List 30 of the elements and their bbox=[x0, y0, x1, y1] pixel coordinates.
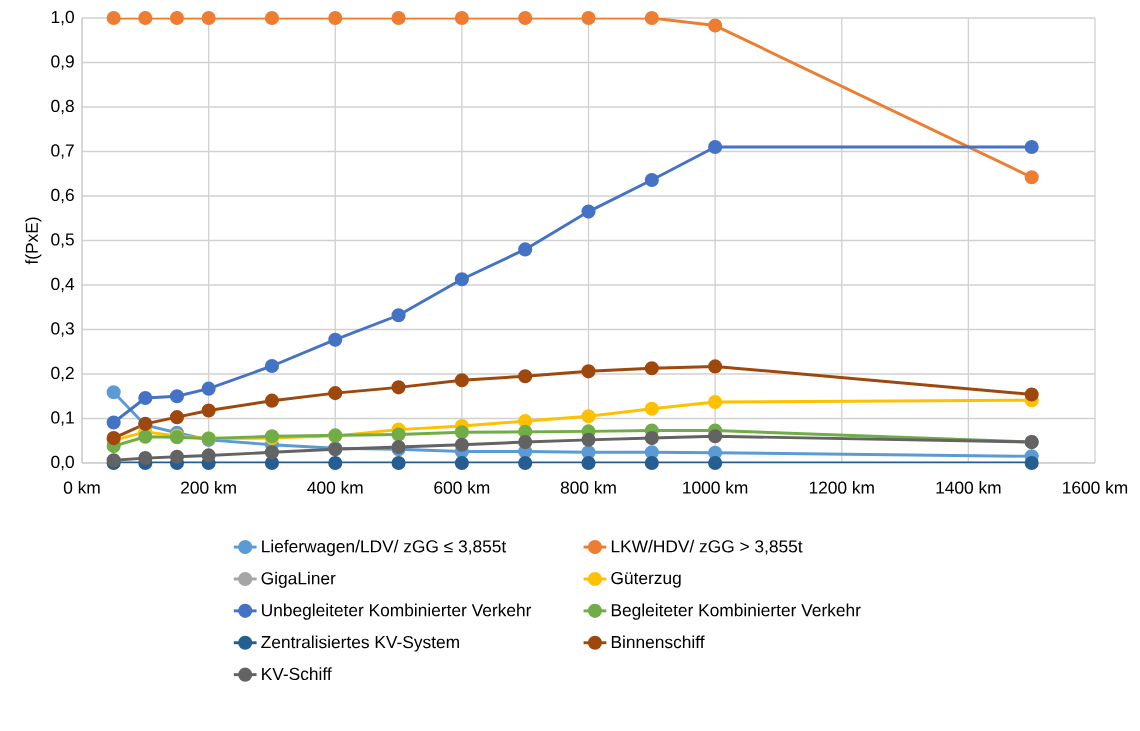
legend-label: Zentralisiertes KV-System bbox=[261, 635, 459, 652]
legend-label: Güterzug bbox=[611, 571, 681, 588]
x-tick-label: 1600 km bbox=[1063, 481, 1128, 494]
x-tick-label: 1200 km bbox=[809, 481, 874, 494]
y-tick-label: 1,0 bbox=[51, 10, 74, 26]
y-tick-label: 0,9 bbox=[51, 55, 74, 70]
x-tick-label: 200 km bbox=[181, 481, 236, 494]
legend-label: LKW/HDV/ zGG > 3,855t bbox=[611, 539, 803, 555]
legend-label: Binnenschiff bbox=[611, 635, 705, 649]
x-tick-label: 1000 km bbox=[683, 481, 748, 494]
y-tick-label: 0,4 bbox=[51, 277, 75, 293]
legend-label: Begleiteter Kombinierter Verkehr bbox=[611, 603, 861, 620]
y-tick-label: 0,1 bbox=[51, 411, 74, 426]
legend-label: GigaLiner bbox=[261, 571, 336, 588]
legend-label: Lieferwagen/LDV/ zGG ≤ 3,855t bbox=[262, 539, 507, 556]
legend-label: Unbegleiteter Kombinierter Verkehr bbox=[262, 603, 532, 620]
y-tick-label: 0,7 bbox=[51, 144, 74, 159]
y-tick-label: 0,0 bbox=[51, 455, 74, 471]
y-tick-label: 0,2 bbox=[51, 366, 74, 382]
x-tick-label: 0 km bbox=[63, 481, 100, 494]
legend-label: KV-Schiff bbox=[262, 667, 332, 681]
y-tick-label: 0,5 bbox=[51, 233, 74, 248]
x-tick-label: 400 km bbox=[307, 481, 363, 494]
y-tick-label: 0,3 bbox=[51, 322, 74, 337]
x-tick-label: 1400 km bbox=[936, 481, 1001, 494]
x-tick-label: 800 km bbox=[560, 481, 616, 494]
y-axis-title: f(PxE) bbox=[25, 217, 42, 265]
x-tick-label: 600 km bbox=[434, 481, 490, 494]
y-tick-label: 0,6 bbox=[51, 188, 74, 204]
y-tick-label: 0,8 bbox=[51, 99, 74, 115]
